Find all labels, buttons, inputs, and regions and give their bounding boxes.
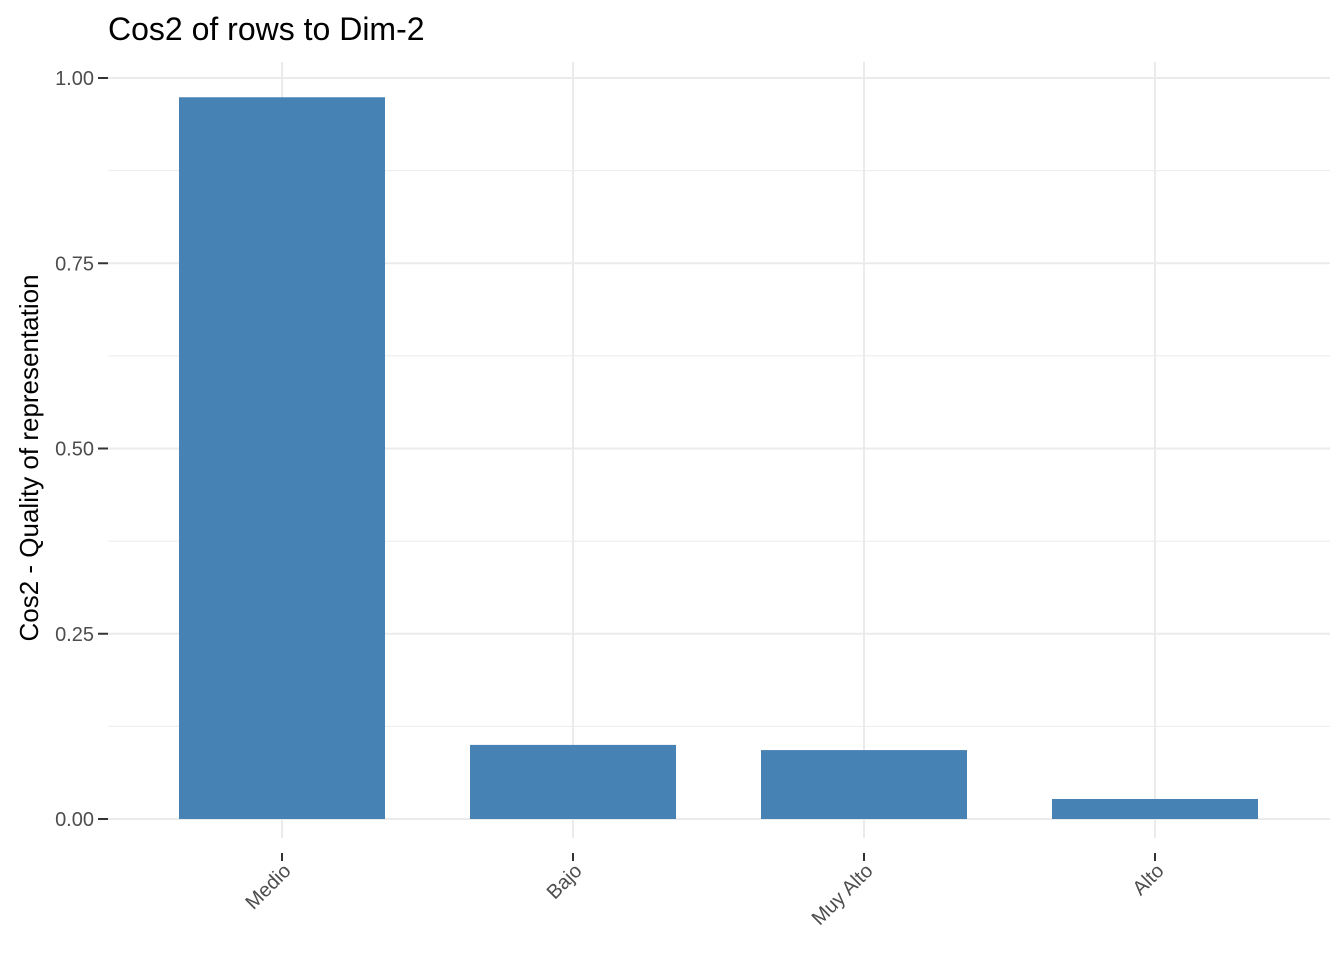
bar-muy-alto <box>761 750 967 819</box>
x-tick-label: Alto <box>1129 860 1169 900</box>
x-tick-label: Medio <box>241 860 295 914</box>
y-tick-label: 0.75 <box>55 253 94 275</box>
bars <box>179 97 1258 820</box>
y-axis-label: Cos2 - Quality of representation <box>14 274 44 641</box>
bar-bajo <box>470 744 676 819</box>
chart-title: Cos2 of rows to Dim-2 <box>108 11 425 47</box>
y-tick-label: 0.00 <box>55 809 94 831</box>
x-tick-label: Muy Alto <box>808 860 878 930</box>
bar-medio <box>179 97 385 820</box>
bar-alto <box>1052 798 1258 819</box>
y-tick-label: 0.25 <box>55 624 94 646</box>
y-tick-label: 1.00 <box>55 68 94 90</box>
y-tick-label: 0.50 <box>55 439 94 461</box>
x-tick-label: Bajo <box>543 860 587 904</box>
